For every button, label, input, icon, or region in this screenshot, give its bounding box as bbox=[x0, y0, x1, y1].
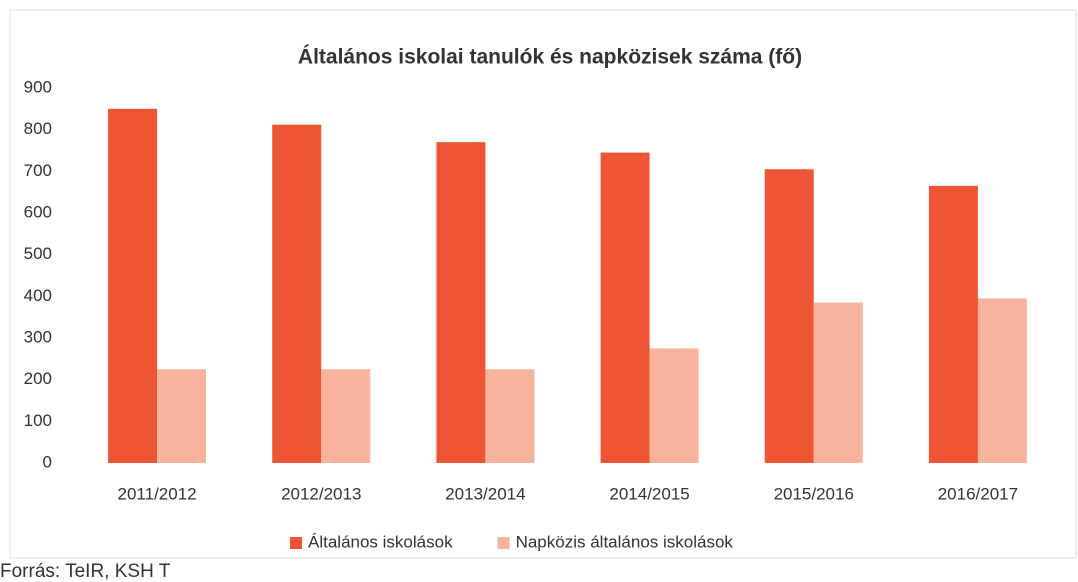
x-tick-label: 2011/2012 bbox=[118, 484, 197, 503]
y-tick-label: 100 bbox=[24, 411, 52, 430]
bar bbox=[813, 302, 863, 463]
y-tick-label: 600 bbox=[24, 202, 52, 221]
y-tick-label: 0 bbox=[43, 452, 52, 471]
bar bbox=[928, 185, 978, 463]
y-tick-label: 200 bbox=[24, 369, 52, 388]
y-tick-label: 300 bbox=[24, 327, 52, 346]
legend-label: Napközis általános iskolások bbox=[516, 532, 734, 551]
bar bbox=[436, 142, 486, 463]
legend-swatch bbox=[290, 537, 302, 549]
bar bbox=[272, 124, 322, 464]
x-tick-label: 2015/2016 bbox=[774, 484, 854, 503]
y-tick-label: 700 bbox=[24, 161, 52, 180]
x-tick-label: 2014/2015 bbox=[609, 484, 689, 503]
bar bbox=[321, 369, 371, 463]
y-tick-label: 500 bbox=[24, 244, 52, 263]
bar bbox=[649, 348, 699, 463]
chart-title: Általános iskolai tanulók és napközisek … bbox=[298, 46, 802, 69]
bar bbox=[157, 369, 207, 463]
chart-frame bbox=[9, 9, 1077, 559]
legend-label: Általános iskolások bbox=[308, 532, 453, 551]
source-note: Forrás: TeIR, KSH T bbox=[0, 561, 171, 582]
y-tick-label: 400 bbox=[24, 286, 52, 305]
x-tick-label: 2013/2014 bbox=[445, 484, 525, 503]
y-tick-label: 900 bbox=[24, 77, 52, 96]
bar bbox=[977, 298, 1027, 463]
bar bbox=[485, 369, 535, 463]
bar bbox=[764, 169, 814, 463]
y-tick-label: 800 bbox=[24, 119, 52, 138]
bar bbox=[108, 108, 158, 463]
x-tick-label: 2016/2017 bbox=[938, 484, 1018, 503]
legend-swatch bbox=[497, 537, 510, 549]
bar bbox=[600, 152, 650, 464]
x-tick-label: 2012/2013 bbox=[281, 484, 361, 503]
